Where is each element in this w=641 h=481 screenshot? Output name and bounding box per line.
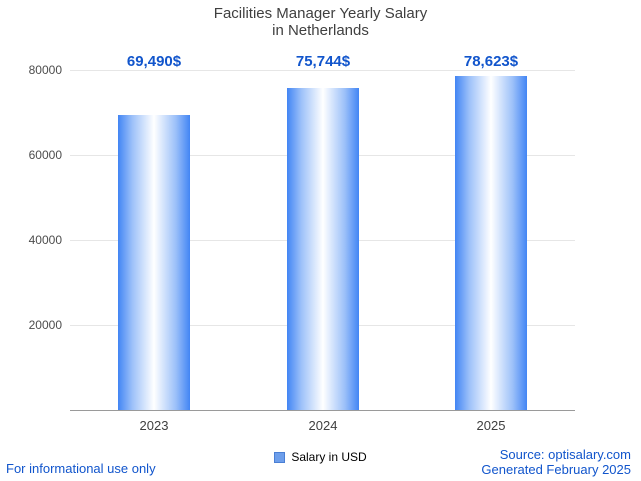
y-axis-tick-label: 40000: [28, 233, 62, 247]
source-text: Source: optisalary.com: [499, 447, 631, 462]
legend-marker-icon: [274, 451, 286, 463]
chart-title-line2: in Netherlands: [272, 22, 369, 39]
gridline: [70, 70, 575, 71]
bar-2023: [118, 115, 190, 410]
bar-2024: [287, 88, 359, 410]
x-axis-line: [70, 410, 575, 411]
x-axis-tick-label: 2025: [476, 418, 506, 433]
x-axis-tick-label: 2023: [139, 418, 169, 433]
y-axis-tick-label: 20000: [28, 318, 62, 332]
disclaimer-text: For informational use only: [6, 461, 156, 476]
bar-2025: [455, 76, 527, 410]
bar-value-label: 78,623$: [463, 53, 519, 70]
generated-date-text: Generated February 2025: [481, 462, 631, 477]
chart-title-line1: Facilities Manager Yearly Salary: [213, 5, 428, 22]
bar-value-label: 75,744$: [295, 53, 351, 70]
legend-label: Salary in USD: [291, 450, 367, 464]
y-axis-tick-label: 60000: [28, 148, 62, 162]
chart-legend: Salary in USD: [0, 450, 641, 464]
y-axis-tick-label: 80000: [28, 63, 62, 77]
x-axis-tick-label: 2024: [308, 418, 338, 433]
bar-value-label: 69,490$: [126, 53, 182, 70]
